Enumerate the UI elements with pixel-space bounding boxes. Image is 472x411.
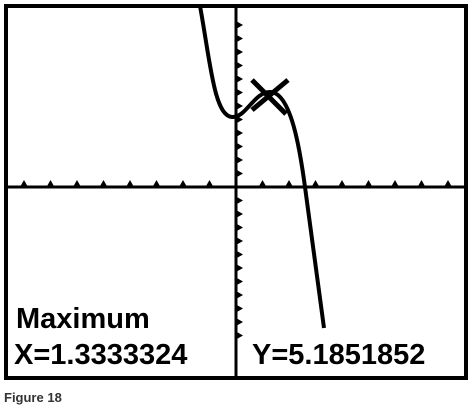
axis-tick	[236, 277, 243, 286]
x-readout: X=1.3333324	[14, 339, 187, 371]
axis-tick	[205, 180, 214, 187]
result-label: Maximum	[16, 303, 150, 335]
axis-tick	[444, 180, 452, 187]
axis-tick	[391, 180, 399, 187]
axis-tick	[236, 142, 243, 151]
cursor-stroke	[250, 78, 290, 112]
axis-tick	[236, 61, 243, 70]
axis-tick	[20, 180, 28, 187]
axis-tick	[236, 129, 243, 137]
axis-tick	[258, 180, 267, 187]
axis-tick	[236, 75, 243, 83]
axis-tick	[236, 223, 243, 232]
axis-tick	[236, 102, 243, 110]
axis-tick	[236, 264, 243, 272]
axis-tick	[236, 169, 243, 178]
trace-cursor	[250, 78, 290, 116]
axis-tick	[236, 210, 243, 218]
axis-tick	[236, 304, 243, 313]
axis-tick	[236, 34, 243, 43]
axis-tick	[179, 180, 187, 187]
axis-ticks	[20, 21, 452, 340]
axis-tick	[99, 180, 108, 187]
y-readout: Y=5.1851852	[252, 339, 425, 371]
axis-tick	[417, 180, 426, 187]
axis-tick	[236, 291, 243, 299]
axis-tick	[236, 250, 243, 259]
axis-tick	[152, 180, 161, 187]
axis-tick	[285, 180, 293, 187]
axis-tick	[236, 331, 243, 340]
axis-tick	[236, 318, 243, 326]
axis-tick	[338, 180, 346, 187]
figure-caption: Figure 18	[4, 390, 62, 405]
axis-tick	[73, 180, 81, 187]
function-curve	[198, 5, 326, 329]
axis-tick	[311, 180, 320, 187]
axis-tick	[236, 48, 243, 56]
axis-tick	[126, 180, 134, 187]
axis-tick	[236, 156, 243, 164]
axis-tick	[364, 180, 373, 187]
axis-tick	[236, 196, 243, 205]
axis-tick	[236, 21, 243, 29]
axis-tick	[236, 88, 243, 97]
axis-tick	[46, 180, 55, 187]
calculator-screen: Maximum X=1.3333324 Y=5.1851852	[4, 4, 468, 380]
axis-tick	[236, 237, 243, 245]
